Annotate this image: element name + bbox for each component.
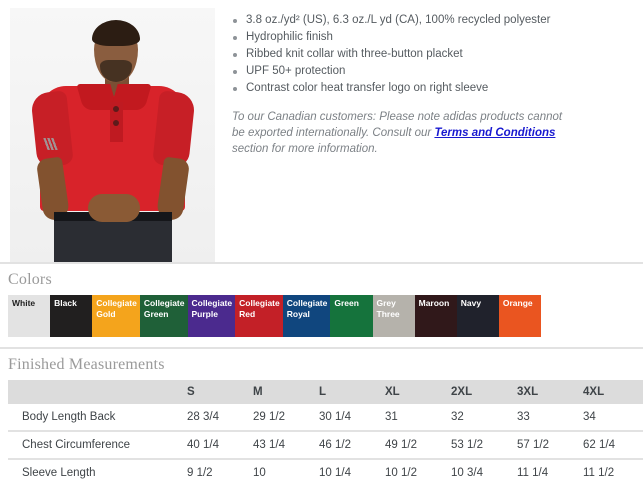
table-header-row: S M L XL 2XL 3XL 4XL xyxy=(8,380,643,404)
list-item: UPF 50+ protection xyxy=(232,63,643,80)
list-item: Hydrophilic finish xyxy=(232,29,643,46)
polo-button-top xyxy=(113,106,119,112)
measurement-value: 32 xyxy=(451,404,517,432)
measurement-value: 49 1/2 xyxy=(385,431,451,460)
feature-list: 3.8 oz./yd² (US), 6.3 oz./L yd (CA), 100… xyxy=(232,12,643,97)
adidas-logo-icon xyxy=(43,138,58,150)
color-swatch-label: Collegiate Purple xyxy=(191,298,233,319)
divider-above-colors xyxy=(0,262,643,264)
polo-button-bottom xyxy=(113,120,119,126)
note-text-after: section for more information. xyxy=(232,143,378,155)
measurement-label: Sleeve Length xyxy=(22,467,96,479)
color-swatch-label: Black xyxy=(54,298,77,308)
model-beard xyxy=(100,60,132,82)
color-swatch[interactable]: Black xyxy=(50,295,93,337)
table-row: Chest Circumference 40 1/4 43 1/4 46 1/2 49 … xyxy=(8,431,643,460)
color-swatch[interactable]: Grey Three xyxy=(372,295,415,337)
measurement-value: 10 3/4 xyxy=(451,467,483,479)
measurement-value: 34 xyxy=(583,404,643,432)
color-swatch[interactable]: Orange xyxy=(498,295,541,337)
color-swatch[interactable]: Collegiate Royal xyxy=(282,295,331,337)
color-swatch[interactable]: Collegiate Green xyxy=(139,295,188,337)
col-header-4xl: 4XL xyxy=(583,380,643,404)
measurement-value: 29 1/2 xyxy=(253,404,319,432)
measurement-value: 57 1/2 xyxy=(517,431,583,460)
color-swatch-label: Collegiate Green xyxy=(143,298,185,319)
product-photo-illustration xyxy=(10,8,215,262)
color-swatch-label: Collegiate Royal xyxy=(286,298,328,319)
model-hands xyxy=(88,194,140,222)
color-swatch-label: Maroon xyxy=(418,298,450,308)
color-swatch-label: Grey Three xyxy=(376,298,400,319)
color-swatch[interactable]: Navy xyxy=(456,295,499,337)
measurement-value: 10 xyxy=(253,467,266,479)
color-swatch-label: Green xyxy=(334,298,359,308)
finished-measurements-table: S M L XL 2XL 3XL 4XL Body Length Back 28 … xyxy=(8,380,643,486)
feature-text: Ribbed knit collar with three-button pla… xyxy=(246,48,463,60)
measurements-heading: Finished Measurements xyxy=(8,356,165,373)
list-item: 3.8 oz./yd² (US), 6.3 oz./L yd (CA), 100… xyxy=(232,12,643,29)
measurement-value: 28 3/4 xyxy=(187,404,253,432)
list-item: Ribbed knit collar with three-button pla… xyxy=(232,46,643,63)
color-swatch-label: Orange xyxy=(502,298,533,308)
color-swatch[interactable]: Collegiate Red xyxy=(235,295,283,337)
measurement-value: 11 1/4 xyxy=(517,467,549,479)
color-swatch[interactable]: Maroon xyxy=(414,295,457,337)
col-header-label xyxy=(8,380,187,404)
measurement-value: 10 1/4 xyxy=(319,467,351,479)
terms-and-conditions-link[interactable]: Terms and Conditions xyxy=(434,127,556,139)
color-swatch[interactable]: Green xyxy=(330,295,373,337)
table-header: S M L XL 2XL 3XL 4XL xyxy=(8,380,643,404)
measurement-value: 46 1/2 xyxy=(319,431,385,460)
table-body: Body Length Back 28 3/4 29 1/2 30 1/4 31 32 33… xyxy=(8,404,643,486)
color-swatch-row: White Black Collegiate Gold Collegiate Gree… xyxy=(8,295,541,337)
measurement-value: 30 1/4 xyxy=(319,404,385,432)
col-header-s: S xyxy=(187,380,253,404)
col-header-3xl: 3XL xyxy=(517,380,583,404)
product-details: 3.8 oz./yd² (US), 6.3 oz./L yd (CA), 100… xyxy=(218,8,643,169)
col-header-2xl: 2XL xyxy=(451,380,517,404)
divider-above-measurements xyxy=(0,347,643,349)
polo-sleeve-right xyxy=(152,90,196,168)
table-row: Body Length Back 28 3/4 29 1/2 30 1/4 31 32 33… xyxy=(8,404,643,432)
color-swatch[interactable]: White xyxy=(8,295,51,337)
feature-text: 3.8 oz./yd² (US), 6.3 oz./L yd (CA), 100… xyxy=(246,14,551,26)
col-header-xl: XL xyxy=(385,380,451,404)
measurement-value: 62 1/4 xyxy=(583,431,643,460)
color-swatch-label: Collegiate Gold xyxy=(96,298,137,319)
measurement-value: 40 1/4 xyxy=(187,431,253,460)
measurement-label: Chest Circumference xyxy=(8,431,187,460)
polo-sleeve-left xyxy=(30,90,74,168)
measurement-value: 9 1/2 xyxy=(187,467,213,479)
measurement-value: 33 xyxy=(517,404,583,432)
measurement-value: 31 xyxy=(385,404,451,432)
color-swatch[interactable]: Collegiate Purple xyxy=(187,295,236,337)
model-hair xyxy=(92,20,140,46)
col-header-l: L xyxy=(319,380,385,404)
product-image[interactable] xyxy=(10,8,215,262)
list-item: Contrast color heat transfer logo on rig… xyxy=(232,80,643,97)
measurement-label: Body Length Back xyxy=(8,404,187,432)
measurement-value: 10 1/2 xyxy=(385,467,417,479)
measurement-value: 53 1/2 xyxy=(451,431,517,460)
colors-heading: Colors xyxy=(8,271,52,288)
canadian-customers-note: To our Canadian customers: Please note a… xyxy=(232,109,572,157)
feature-text: UPF 50+ protection xyxy=(246,65,346,77)
color-swatch-label: White xyxy=(12,298,36,308)
color-swatch-label: Collegiate Red xyxy=(239,298,280,319)
measurement-value: 43 1/4 xyxy=(253,431,319,460)
table-row: Sleeve Length 9 1/2 10 10 1/4 10 1/2 10 3/4 11… xyxy=(8,459,643,486)
color-swatch-label: Navy xyxy=(460,298,482,308)
product-overview: 3.8 oz./yd² (US), 6.3 oz./L yd (CA), 100… xyxy=(10,8,643,262)
col-header-m: M xyxy=(253,380,319,404)
color-swatch[interactable]: Collegiate Gold xyxy=(92,295,140,337)
note-text-before: To our Canadian customers: Please note a… xyxy=(232,111,563,139)
feature-text: Hydrophilic finish xyxy=(246,31,333,43)
measurement-value: 11 1/2 xyxy=(583,467,615,479)
feature-text: Contrast color heat transfer logo on rig… xyxy=(246,82,489,94)
